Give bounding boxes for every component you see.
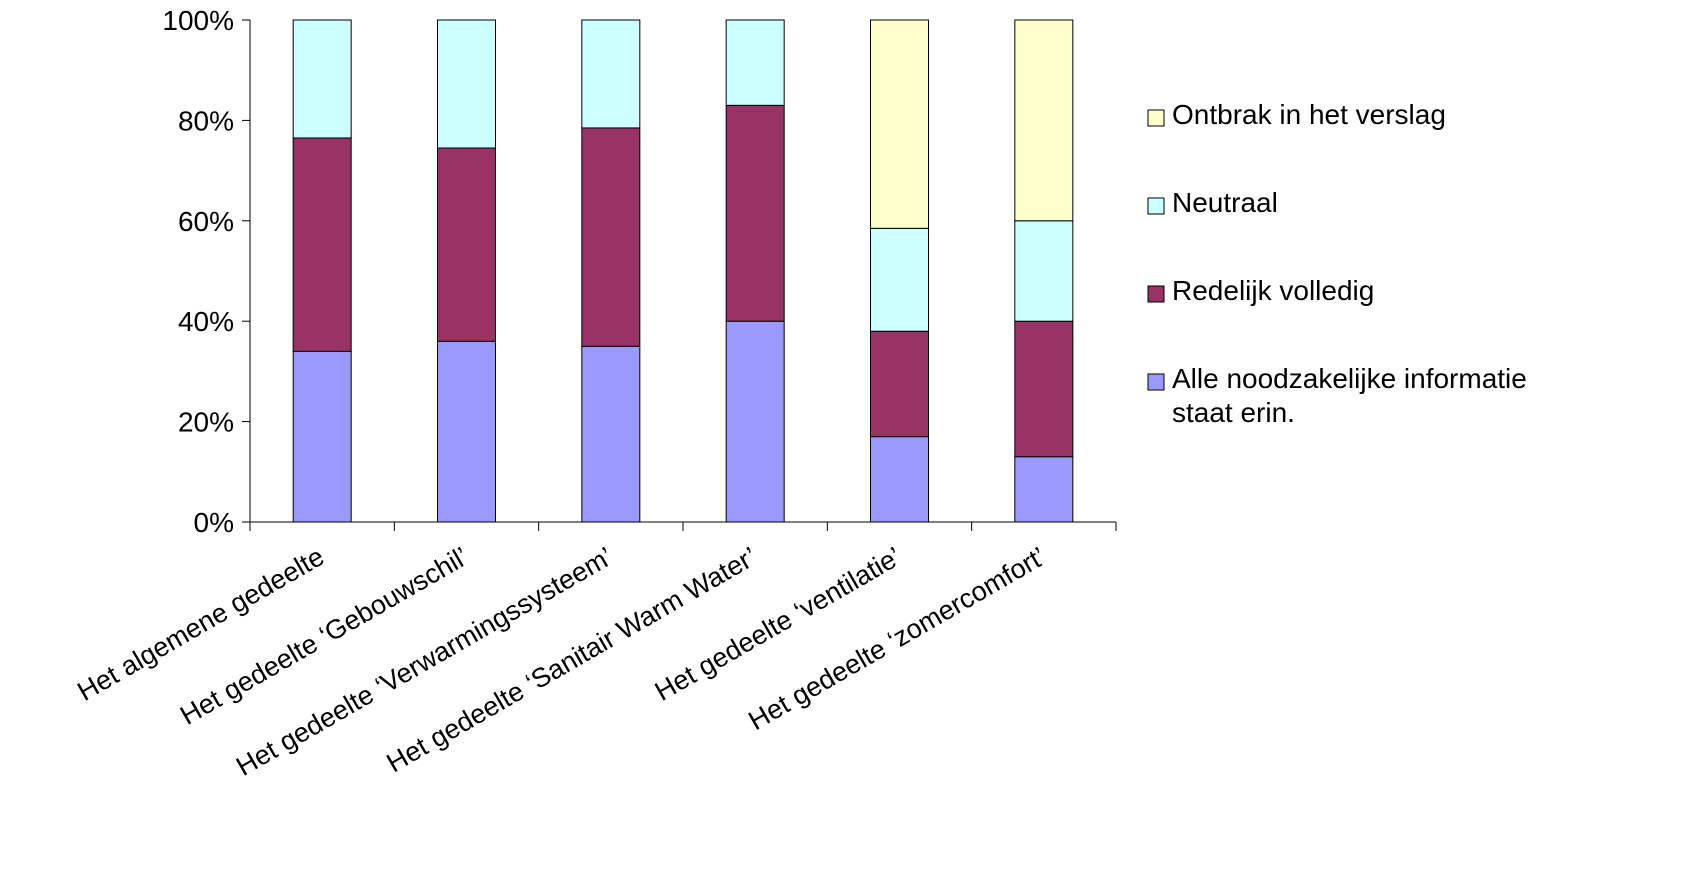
legend-swatch-ontbrak-in-het-verslag — [1147, 109, 1165, 127]
y-tick-label-3: 60% — [178, 206, 234, 237]
legend-label-line-1: Alle noodzakelijke informatie — [1172, 363, 1527, 394]
axes-layer — [242, 19, 1117, 531]
y-tick-labels: 0% 20% 40% 60% 80% 100% — [162, 5, 234, 538]
bar-3-neutraal — [581, 19, 641, 129]
bar-5-ontbrak-in-het-verslag — [870, 19, 929, 229]
bar-6-alle-noodzakelijke-informatie-staat-erin — [1014, 456, 1074, 523]
x-category-label-5: Het gedeelte ‘ventilatie’ — [650, 541, 907, 707]
bar-2-neutraal — [437, 19, 496, 149]
y-tick-label-0: 0% — [194, 507, 234, 538]
bar-2-redelijk-volledig — [437, 147, 496, 342]
bar-4-neutraal — [725, 19, 785, 106]
bar-6-redelijk-volledig — [1014, 320, 1074, 458]
legend-label-redelijk-volledig: Redelijk volledig — [1172, 275, 1374, 306]
legend-label-neutraal: Neutraal — [1172, 187, 1278, 218]
legend-label-ontbrak-in-het-verslag: Ontbrak in het verslag — [1172, 99, 1446, 130]
y-tick-label-1: 20% — [178, 407, 234, 438]
legend: Ontbrak in het verslag Neutraal Redelijk v… — [1147, 99, 1527, 428]
bar-5-alle-noodzakelijke-informatie-staat-erin — [870, 436, 929, 523]
bar-1-redelijk-volledig — [292, 137, 352, 352]
bar-2-alle-noodzakelijke-informatie-staat-erin — [437, 340, 496, 523]
legend-swatch-redelijk-volledig — [1147, 285, 1165, 303]
bars-layer — [292, 19, 1074, 523]
bar-1-alle-noodzakelijke-informatie-staat-erin — [292, 350, 352, 523]
y-tick-label-2: 40% — [178, 306, 234, 337]
x-category-label-1: Het algemene gedeelte — [72, 541, 329, 707]
bar-5-redelijk-volledig — [870, 330, 929, 438]
bar-6-ontbrak-in-het-verslag — [1014, 19, 1074, 222]
legend-swatch-neutraal — [1147, 197, 1165, 215]
y-tick-label-5: 100% — [162, 5, 234, 36]
bar-4-alle-noodzakelijke-informatie-staat-erin — [725, 320, 785, 523]
legend-label-line-2: staat erin. — [1172, 397, 1295, 428]
y-tick-label-4: 80% — [178, 105, 234, 136]
bar-4-redelijk-volledig — [725, 104, 785, 322]
bar-5-neutraal — [870, 227, 929, 332]
bar-3-redelijk-volledig — [581, 127, 641, 347]
bar-6-neutraal — [1014, 220, 1074, 322]
bar-3-alle-noodzakelijke-informatie-staat-erin — [581, 345, 641, 523]
legend-swatch-alle-noodzakelijke-informatie-staat-erin — [1147, 373, 1165, 391]
legend-label-alle-noodzakelijke-informatie-staat-erin: Alle noodzakelijke informatie staat erin. — [1172, 363, 1527, 428]
bar-1-neutraal — [292, 19, 352, 139]
